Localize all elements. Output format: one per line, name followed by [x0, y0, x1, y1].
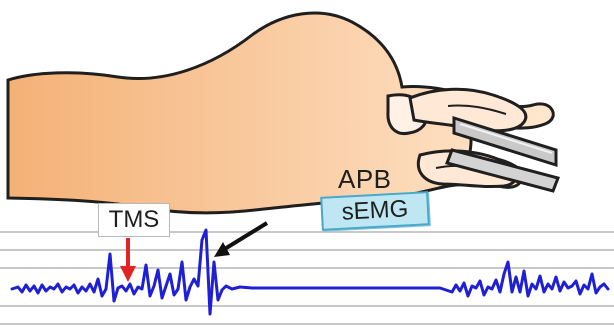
apb-label: APB [338, 164, 392, 195]
hand-illustration [8, 13, 558, 213]
tms-arrow-head [120, 266, 136, 282]
red-down-arrow [120, 238, 136, 282]
semg-electrode-label: sEMG [320, 191, 430, 231]
mep-arrow-shaft [223, 223, 267, 250]
signal-trace [12, 230, 608, 314]
tms-label: TMS [98, 203, 170, 237]
semg-trace [12, 230, 608, 314]
black-diagonal-arrow [214, 223, 267, 257]
